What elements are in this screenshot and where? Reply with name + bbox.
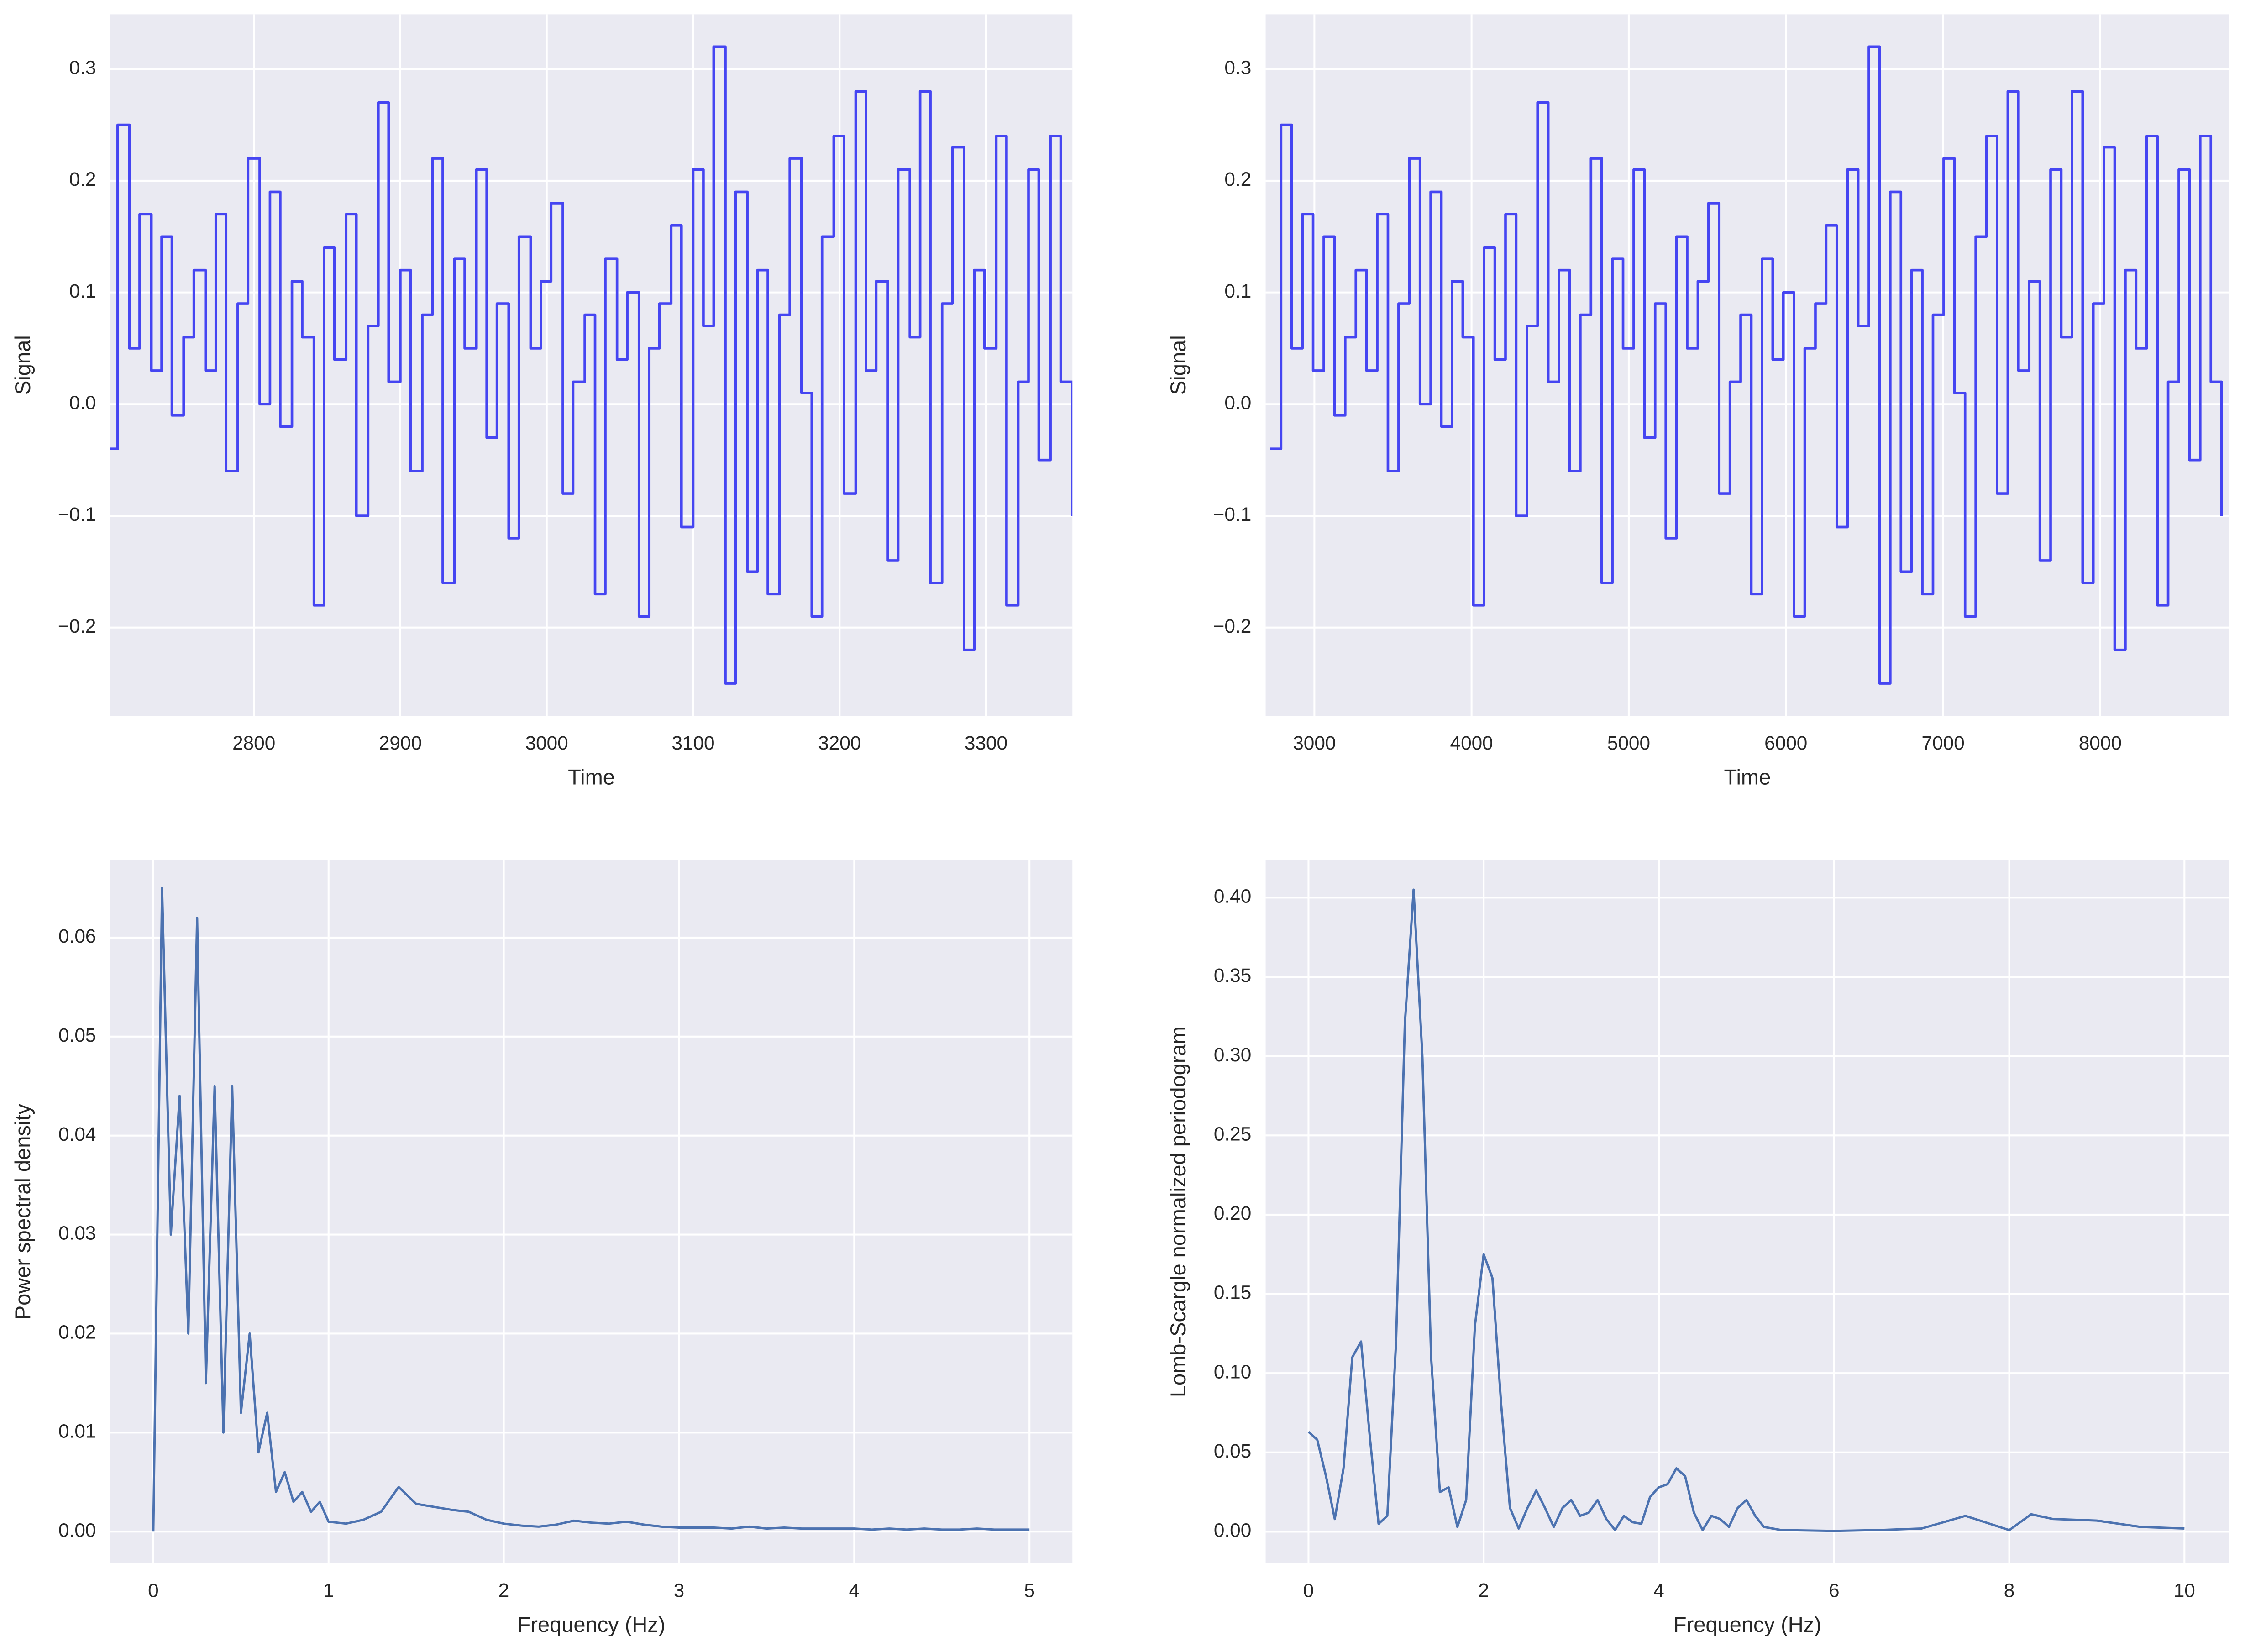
- y-tick-label: 0.0: [69, 392, 96, 414]
- y-tick-label: 0.3: [1224, 57, 1251, 78]
- data-line: [110, 45, 1073, 685]
- x-axis-label: Frequency (Hz): [517, 1612, 665, 1636]
- y-tick-label: 0.00: [1214, 1520, 1251, 1541]
- y-axis-label: Lomb-Scargle normalized periodogram: [1166, 1026, 1190, 1397]
- y-tick-label: 0.01: [58, 1420, 96, 1442]
- plot-area: [1265, 860, 2229, 1563]
- plot-area: [110, 860, 1073, 1563]
- y-tick-label: 0.1: [69, 280, 96, 302]
- x-tick-label: 1: [323, 1579, 334, 1601]
- x-tick-label: 8000: [2079, 732, 2122, 754]
- x-tick-label: 7000: [1921, 732, 1964, 754]
- y-tick-label: 0.0: [1224, 392, 1251, 414]
- y-tick-label: 0.20: [1214, 1202, 1251, 1224]
- y-tick-label: 0.15: [1214, 1282, 1251, 1303]
- y-tick-label: 0.1: [1224, 280, 1251, 302]
- y-tick-label: 0.2: [1224, 168, 1251, 190]
- x-tick-label: 2800: [232, 732, 275, 754]
- y-axis-label: Signal: [10, 335, 35, 395]
- y-tick-label: 0.05: [1214, 1440, 1251, 1462]
- x-tick-label: 8: [2004, 1579, 2015, 1601]
- x-tick-label: 0: [1303, 1579, 1314, 1601]
- x-axis-label: Frequency (Hz): [1673, 1612, 1821, 1636]
- x-tick-label: 5000: [1607, 732, 1650, 754]
- data-line: [1307, 888, 2185, 1532]
- plot-series: [152, 886, 1030, 1532]
- x-tick-label: 4000: [1450, 732, 1493, 754]
- plot-series: [110, 45, 1073, 685]
- x-tick-label: 3100: [671, 732, 714, 754]
- data-line: [1270, 45, 2223, 685]
- data-line: [152, 886, 1030, 1532]
- plot-area: [1265, 14, 2229, 716]
- x-tick-label: 0: [148, 1579, 159, 1601]
- y-tick-label: −0.1: [1213, 503, 1252, 525]
- x-tick-label: 4: [1653, 1579, 1664, 1601]
- y-tick-label: 0.06: [58, 925, 96, 947]
- y-tick-label: 0.2: [69, 168, 96, 190]
- y-tick-label: 0.05: [58, 1024, 96, 1046]
- y-tick-label: −0.1: [58, 503, 96, 525]
- y-tick-label: 0.3: [69, 57, 96, 78]
- x-tick-label: 3300: [965, 732, 1007, 754]
- y-tick-label: 0.02: [58, 1322, 96, 1343]
- x-tick-label: 3000: [1293, 732, 1336, 754]
- y-tick-label: −0.2: [1213, 615, 1252, 637]
- x-tick-label: 6000: [1764, 732, 1807, 754]
- y-tick-label: −0.2: [58, 615, 96, 637]
- x-tick-label: 5: [1024, 1579, 1035, 1601]
- y-tick-label: 0.35: [1214, 965, 1251, 986]
- y-tick-label: 0.10: [1214, 1361, 1251, 1382]
- x-tick-label: 3: [674, 1579, 685, 1601]
- x-tick-label: 6: [1829, 1579, 1840, 1601]
- x-tick-label: 2: [1478, 1579, 1489, 1601]
- x-tick-label: 4: [849, 1579, 860, 1601]
- plot-series: [1307, 888, 2185, 1532]
- y-tick-label: 0.04: [58, 1123, 96, 1145]
- y-tick-label: 0.40: [1214, 886, 1251, 907]
- x-axis-label: Time: [1724, 765, 1771, 789]
- y-axis-label: Power spectral density: [10, 1104, 35, 1320]
- x-tick-label: 2900: [379, 732, 422, 754]
- y-tick-label: 0.03: [58, 1222, 96, 1244]
- y-tick-label: 0.00: [58, 1519, 96, 1541]
- x-tick-label: 2: [498, 1579, 509, 1601]
- x-tick-label: 3000: [525, 732, 568, 754]
- x-tick-label: 3200: [818, 732, 861, 754]
- x-tick-label: 10: [2174, 1579, 2195, 1601]
- y-tick-label: 0.25: [1214, 1123, 1251, 1144]
- y-axis-label: Signal: [1166, 335, 1190, 395]
- y-tick-label: 0.30: [1214, 1044, 1251, 1065]
- x-axis-label: Time: [568, 765, 615, 789]
- plot-series: [1270, 45, 2223, 685]
